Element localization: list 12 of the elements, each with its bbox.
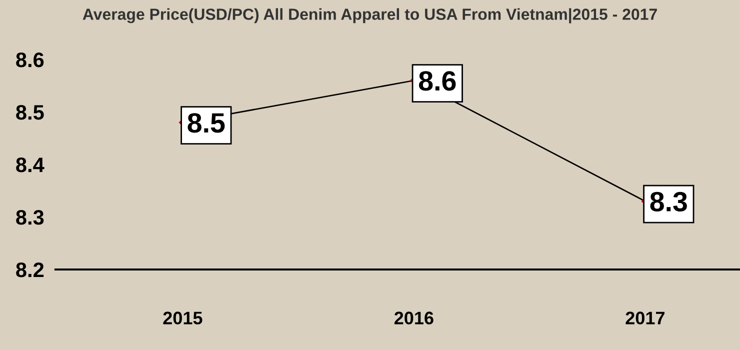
data-label: 8.6	[418, 71, 456, 91]
y-tick-label: 8.5	[16, 105, 44, 120]
data-label: 8.5	[188, 113, 225, 133]
data-label: 8.3	[650, 192, 687, 212]
x-tick-label: 2017	[626, 312, 664, 324]
y-tick-label: 8.2	[16, 262, 44, 278]
chart-title: Average Price(USD/PC) All Denim Apparel to USA From Vietnam|2015 - 2017	[82, 8, 657, 24]
x-tick-label: 2016	[394, 312, 434, 324]
y-tick-label: 8.6	[16, 52, 44, 68]
x-tick-label: 2015	[163, 312, 202, 324]
y-tick-label: 8.3	[16, 210, 44, 225]
y-tick-label: 8.4	[16, 158, 44, 172]
